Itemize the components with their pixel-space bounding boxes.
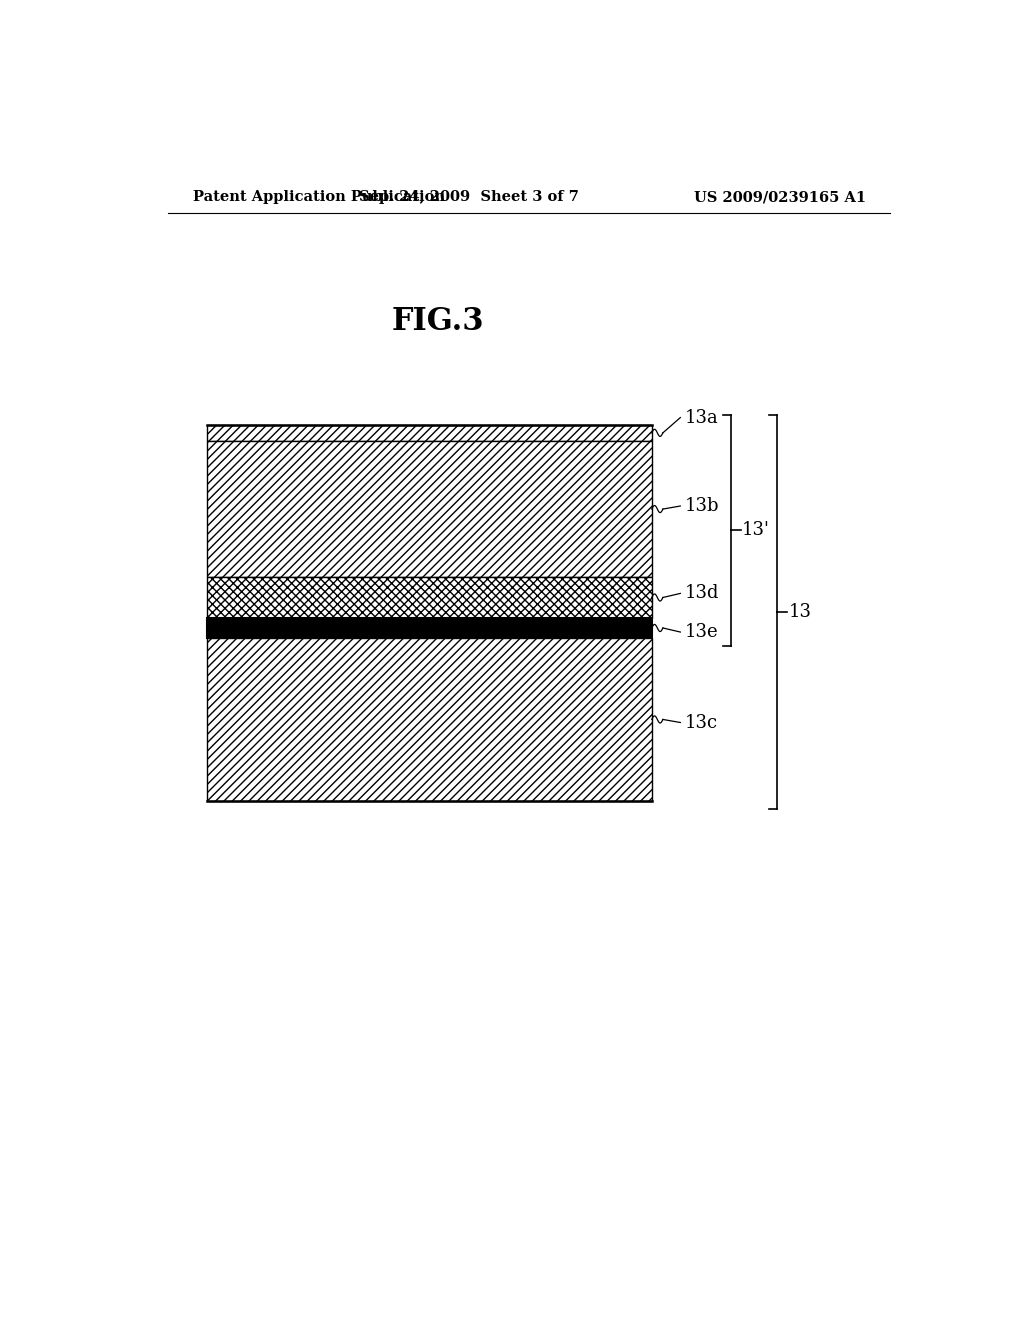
Bar: [207, 425, 652, 441]
Bar: [207, 618, 652, 638]
Text: 13e: 13e: [685, 623, 719, 642]
Text: FIG.3: FIG.3: [391, 305, 483, 337]
Text: Sep. 24, 2009  Sheet 3 of 7: Sep. 24, 2009 Sheet 3 of 7: [359, 190, 580, 205]
Text: 13b: 13b: [685, 498, 720, 515]
Text: US 2009/0239165 A1: US 2009/0239165 A1: [694, 190, 866, 205]
Text: 13c: 13c: [685, 714, 718, 731]
Bar: [207, 441, 652, 577]
Bar: [207, 577, 652, 618]
Text: 13a: 13a: [685, 409, 719, 426]
Text: 13': 13': [742, 521, 770, 540]
Bar: [207, 638, 652, 801]
Text: Patent Application Publication: Patent Application Publication: [194, 190, 445, 205]
Text: 13d: 13d: [685, 585, 720, 602]
Text: 13: 13: [788, 603, 811, 620]
